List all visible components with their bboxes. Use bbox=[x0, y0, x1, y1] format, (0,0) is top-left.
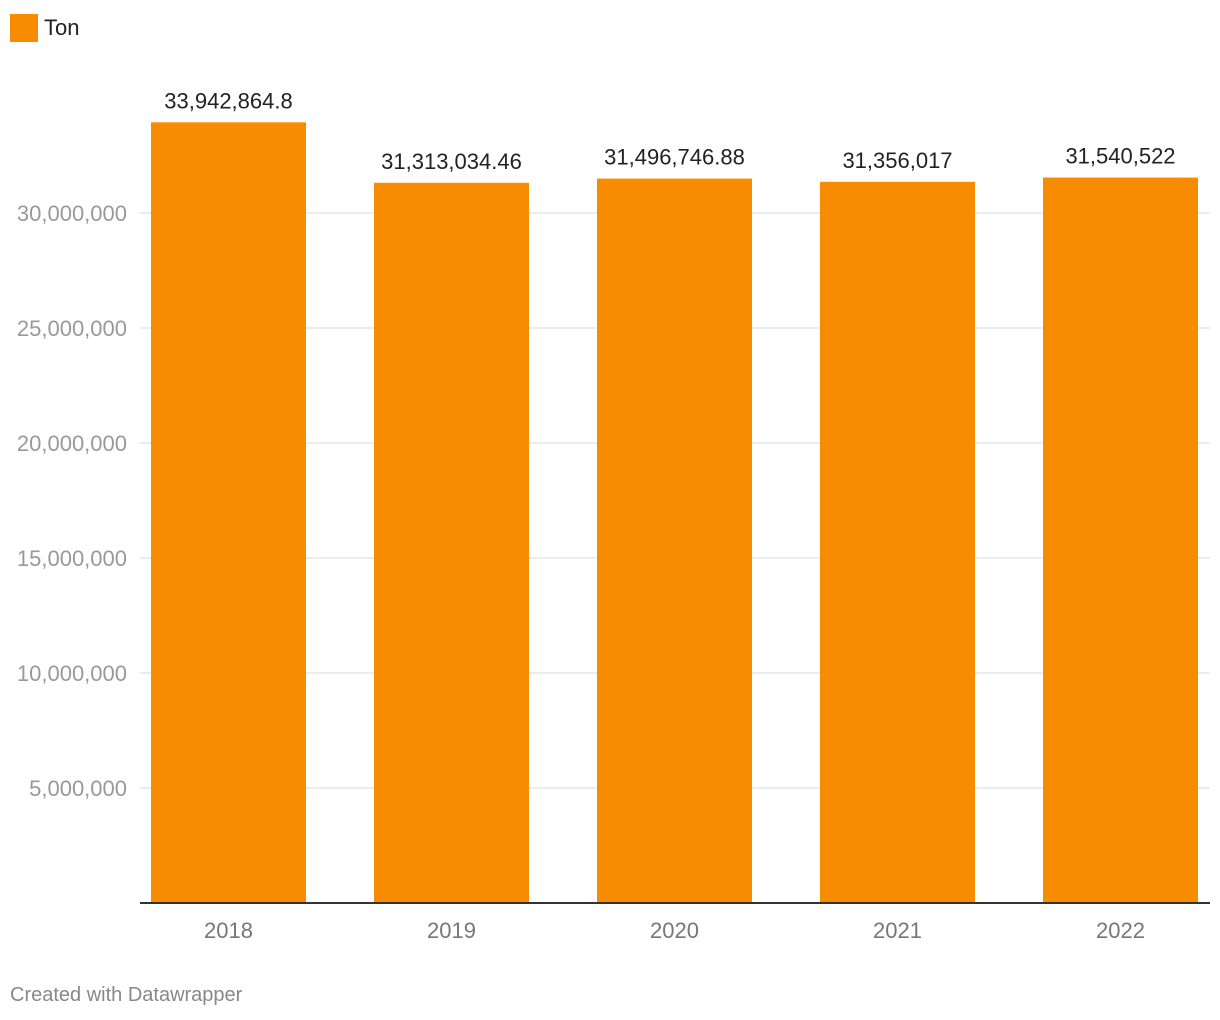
legend-swatch bbox=[10, 14, 38, 42]
bar-value-label: 31,540,522 bbox=[1065, 144, 1175, 169]
bar bbox=[374, 182, 529, 904]
x-category-label: 2022 bbox=[1096, 918, 1145, 943]
value-labels: 33,942,864.8 31,313,034.46 31,496,746.88 31… bbox=[164, 88, 1175, 173]
bar bbox=[597, 178, 752, 903]
bar bbox=[820, 181, 975, 903]
y-axis-ticks: 5,000,000 10,000,000 15,000,000 20,000,000 2… bbox=[17, 201, 127, 801]
x-category-label: 2021 bbox=[873, 918, 922, 943]
bar bbox=[1043, 177, 1198, 903]
bars bbox=[151, 122, 1198, 904]
bar-chart: 5,000,000 10,000,000 15,000,000 20,000,000 2… bbox=[17, 88, 1210, 943]
x-category-label: 2020 bbox=[650, 918, 699, 943]
x-category-label: 2019 bbox=[427, 918, 476, 943]
bar-value-label: 31,313,034.46 bbox=[381, 149, 522, 174]
bar-value-label: 31,496,746.88 bbox=[604, 145, 745, 170]
y-tick-label: 30,000,000 bbox=[17, 201, 127, 226]
bar bbox=[151, 122, 306, 904]
y-tick-label: 25,000,000 bbox=[17, 316, 127, 341]
y-tick-label: 20,000,000 bbox=[17, 431, 127, 456]
bar-value-label: 33,942,864.8 bbox=[164, 88, 292, 113]
y-tick-label: 10,000,000 bbox=[17, 661, 127, 686]
y-tick-label: 5,000,000 bbox=[29, 776, 127, 801]
x-axis-labels: 2018 2019 2020 2021 2022 bbox=[204, 918, 1145, 943]
legend-label: Ton bbox=[44, 15, 80, 40]
credit-text: Created with Datawrapper bbox=[10, 984, 243, 1006]
legend: Ton bbox=[10, 14, 79, 42]
bar-value-label: 31,356,017 bbox=[842, 148, 952, 173]
x-category-label: 2018 bbox=[204, 918, 253, 943]
y-tick-label: 15,000,000 bbox=[17, 546, 127, 571]
